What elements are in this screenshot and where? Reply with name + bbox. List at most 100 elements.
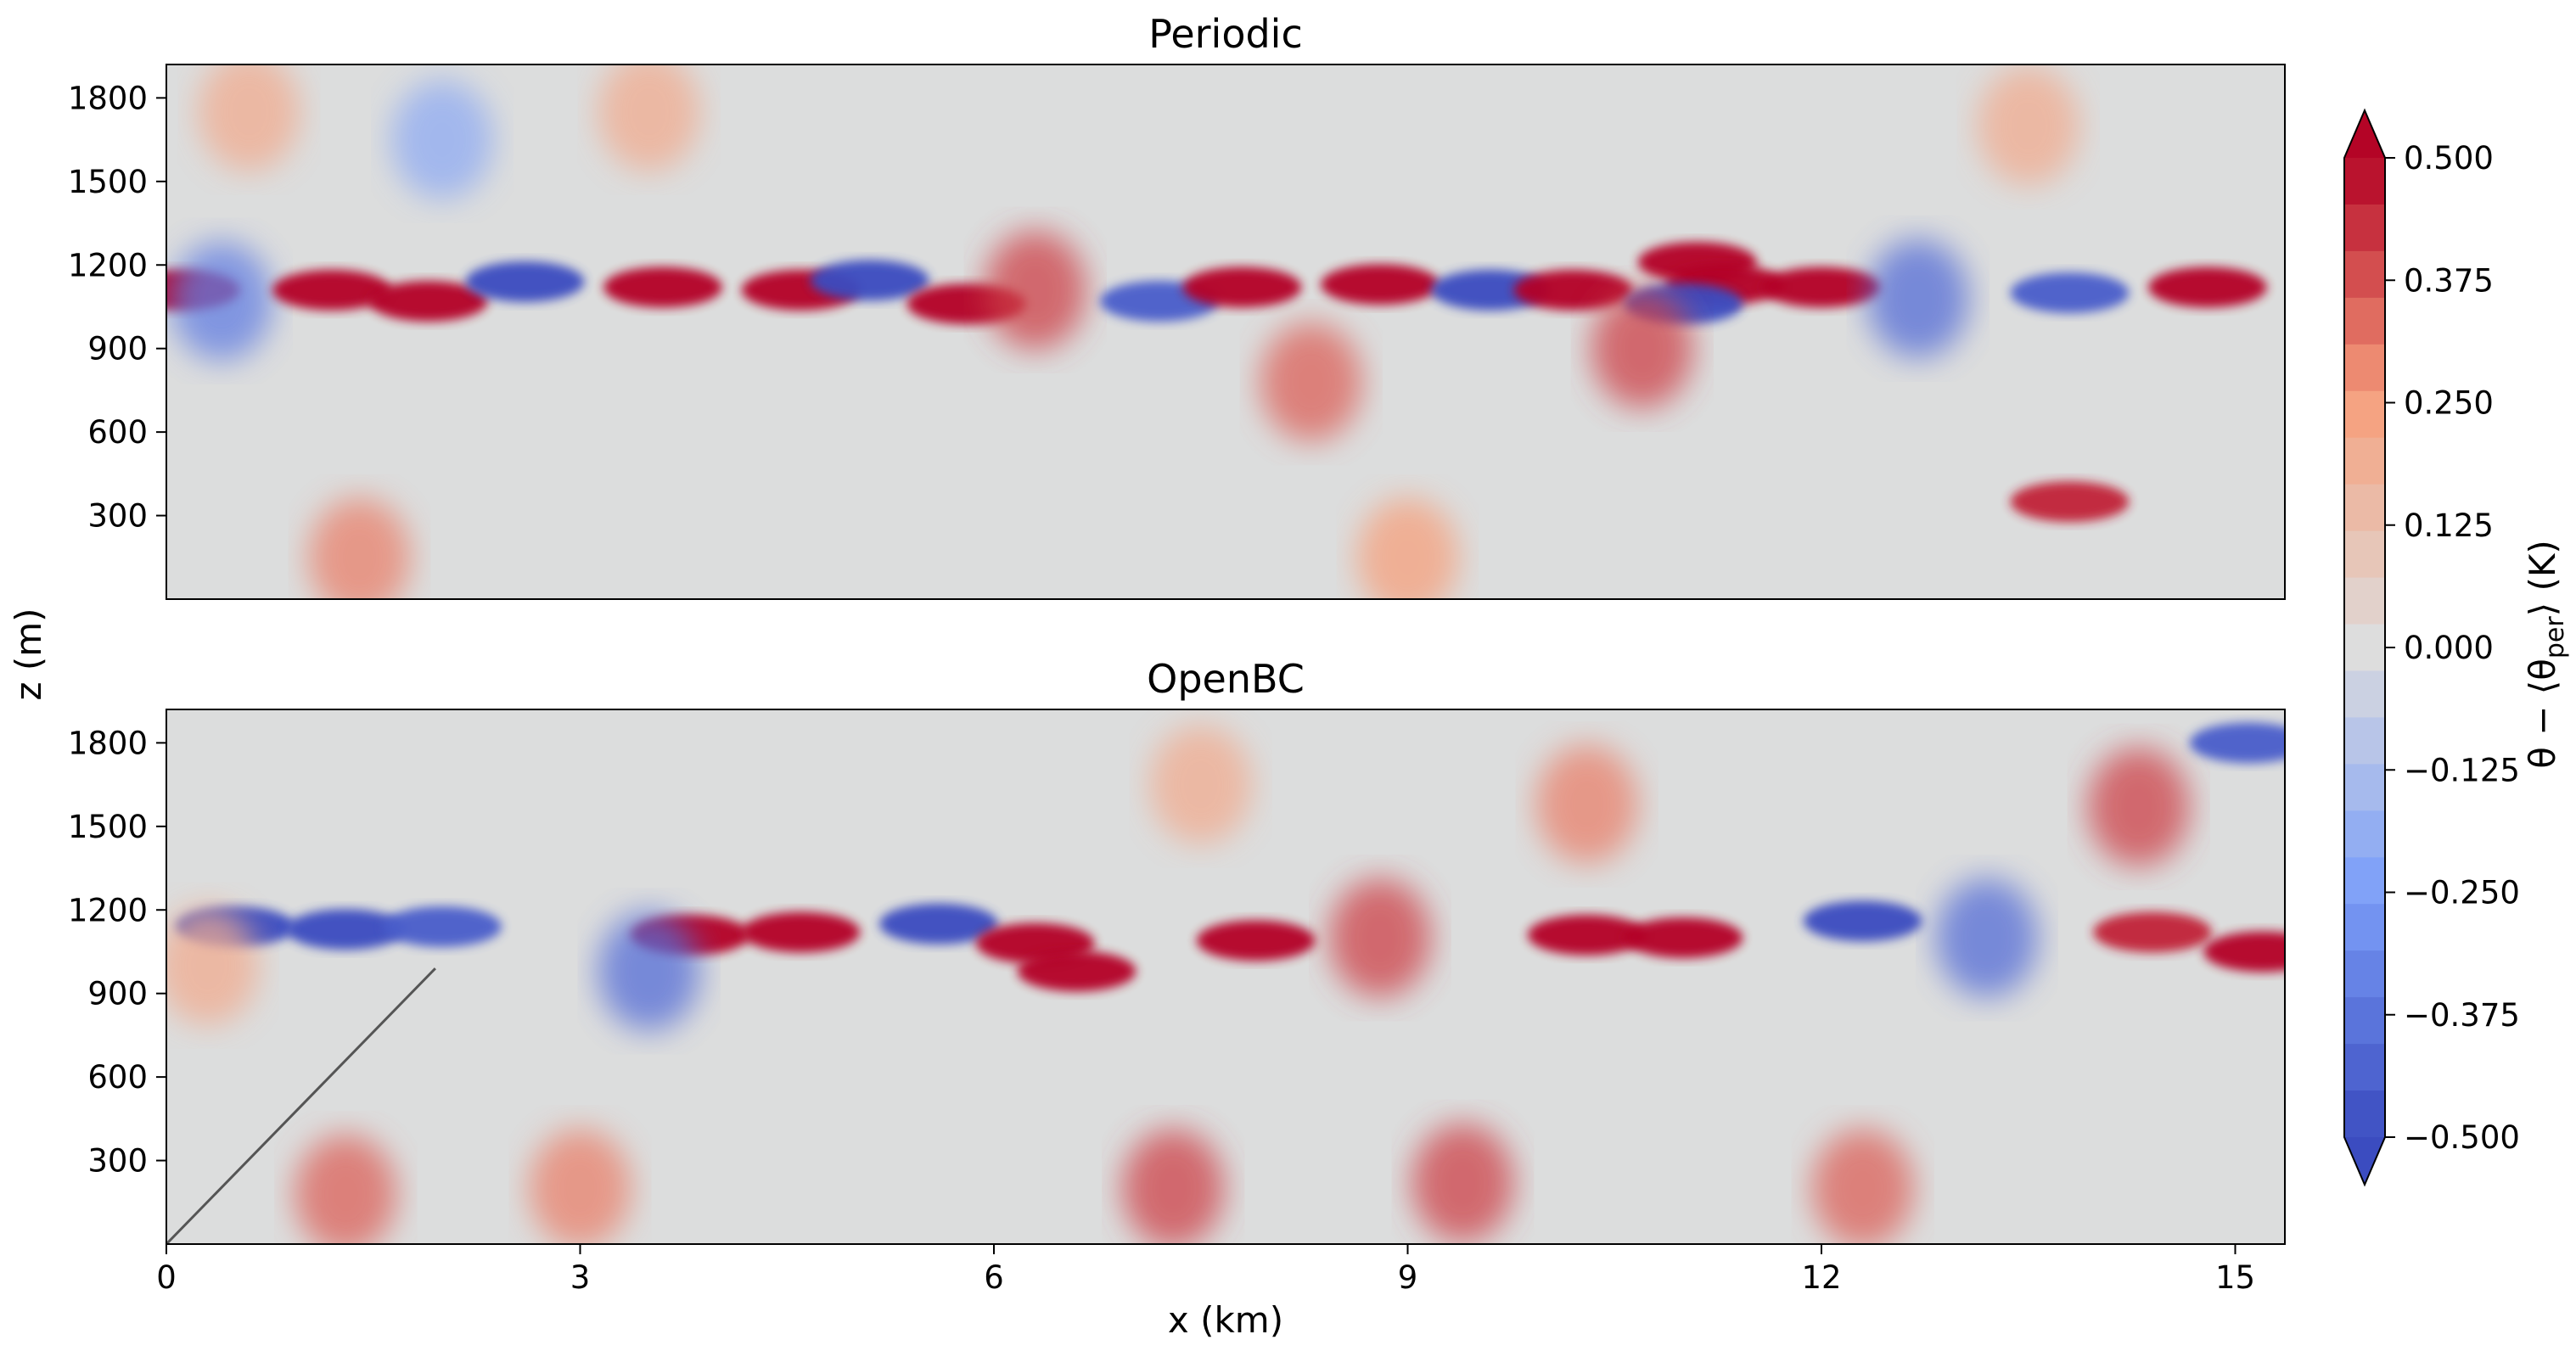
y-axis-label: z (m) bbox=[8, 608, 49, 700]
heatmap-anomaly bbox=[2148, 266, 2267, 308]
colorbar-segment bbox=[2344, 437, 2385, 485]
heatmap-anomaly bbox=[1762, 266, 1881, 308]
y-tick-label: 1200 bbox=[68, 892, 148, 928]
colorbar: 0.500 0.375 0.250 0.125 0.000 −0.125 −0.250 −0.… bbox=[2343, 108, 2570, 1187]
colorbar-label: θ − ⟨θper⟩ (K) bbox=[2522, 540, 2570, 769]
heatmap-anomaly bbox=[1196, 920, 1316, 961]
heatmap-anomaly bbox=[1122, 1129, 1225, 1244]
y-tick-label: 1200 bbox=[68, 247, 148, 283]
heatmap-field-periodic bbox=[166, 64, 2267, 599]
heatmap-anomaly bbox=[1527, 914, 1647, 956]
x-tick-label: 12 bbox=[1801, 1259, 1841, 1296]
colorbar-segment bbox=[2344, 1090, 2385, 1138]
heatmap-anomaly bbox=[1329, 878, 1431, 998]
heatmap-anomaly bbox=[295, 1134, 397, 1244]
y-tick-label: 600 bbox=[87, 414, 148, 451]
heatmap-anomaly bbox=[598, 911, 700, 1031]
colorbar-segment bbox=[2344, 624, 2385, 672]
x-tick-label: 9 bbox=[1398, 1259, 1418, 1296]
colorbar-tick-label: −0.375 bbox=[2404, 997, 2520, 1034]
y-tick-label: 1800 bbox=[68, 725, 148, 761]
panel-openbc: OpenBC 300 600 900 1200 1500 1800 0 3 6 9 12 15 bbox=[68, 656, 2286, 1296]
heatmap-anomaly bbox=[741, 911, 861, 953]
colorbar-segment bbox=[2344, 670, 2385, 719]
panel-title-openbc: OpenBC bbox=[1147, 656, 1305, 702]
heatmap-anomaly bbox=[1260, 322, 1362, 442]
colorbar-segment bbox=[2344, 344, 2385, 392]
overlay-line bbox=[166, 967, 436, 1244]
heatmap-anomaly bbox=[1535, 744, 1638, 864]
y-ticks-periodic: 300 600 900 1200 1500 1800 bbox=[68, 80, 166, 535]
heatmap-anomaly bbox=[368, 280, 488, 322]
colorbar-segment bbox=[2344, 530, 2385, 579]
heatmap-anomaly bbox=[1811, 1129, 1914, 1244]
x-tick-label: 6 bbox=[984, 1259, 1004, 1296]
colorbar-segment bbox=[2344, 204, 2385, 252]
heatmap-anomaly bbox=[1149, 725, 1252, 844]
heatmap-anomaly bbox=[1936, 878, 2038, 998]
colorbar-segment bbox=[2344, 950, 2385, 998]
colorbar-tick-label: 0.250 bbox=[2404, 385, 2494, 422]
colorbar-tick-label: −0.125 bbox=[2404, 752, 2520, 788]
axes-frame-periodic bbox=[166, 64, 2286, 600]
y-tick-label: 1800 bbox=[68, 80, 148, 116]
heatmap-anomaly bbox=[1866, 238, 1969, 358]
heatmap-anomaly bbox=[383, 905, 502, 947]
x-ticks-openbc: 0 3 6 9 12 15 bbox=[156, 1244, 2255, 1296]
heatmap-anomaly bbox=[1977, 66, 2079, 186]
panel-title-periodic: Periodic bbox=[1148, 11, 1303, 57]
colorbar-segment bbox=[2344, 1044, 2385, 1091]
heatmap-anomaly bbox=[1591, 289, 1693, 408]
y-tick-label: 900 bbox=[87, 976, 148, 1012]
heatmap-field-openbc bbox=[166, 722, 2285, 1244]
y-tick-label: 300 bbox=[87, 1143, 148, 1180]
colorbar-extend-max bbox=[2344, 110, 2385, 158]
heatmap-anomaly bbox=[603, 266, 722, 308]
colorbar-segment bbox=[2344, 390, 2385, 439]
x-tick-label: 15 bbox=[2215, 1259, 2255, 1296]
colorbar-segment bbox=[2344, 764, 2385, 811]
heatmap-anomaly bbox=[984, 230, 1086, 350]
colorbar-segment bbox=[2344, 484, 2385, 532]
colorbar-segment bbox=[2344, 250, 2385, 299]
colorbar-segment bbox=[2344, 297, 2385, 345]
heatmap-anomaly bbox=[1431, 269, 1550, 311]
colorbar-extend-min bbox=[2344, 1137, 2385, 1185]
heatmap-anomaly bbox=[465, 261, 585, 302]
y-tick-label: 1500 bbox=[68, 164, 148, 200]
heatmap-anomaly bbox=[1803, 900, 1922, 942]
heatmap-anomaly bbox=[391, 80, 493, 199]
colorbar-tick-label: 0.500 bbox=[2404, 140, 2494, 177]
heatmap-anomaly bbox=[286, 909, 406, 950]
panel-periodic: Periodic 300 600 900 1200 1500 1800 bbox=[68, 11, 2286, 600]
heatmap-anomaly bbox=[308, 497, 411, 599]
axes-frame-openbc bbox=[166, 709, 2286, 1245]
colorbar-ticks: 0.500 0.375 0.250 0.125 0.000 −0.125 −0.250 −0.… bbox=[2385, 140, 2520, 1156]
colorbar-tick-label: −0.250 bbox=[2404, 875, 2520, 911]
heatmap-anomaly bbox=[1411, 1123, 1514, 1242]
heatmap-anomaly bbox=[1513, 269, 1633, 311]
heatmap-anomaly bbox=[810, 260, 929, 301]
colorbar-segment bbox=[2344, 810, 2385, 858]
y-tick-label: 900 bbox=[87, 331, 148, 367]
colorbar-tick-label: 0.375 bbox=[2404, 262, 2494, 299]
colorbar-segments bbox=[2343, 108, 2386, 1187]
heatmap-anomaly bbox=[529, 1129, 631, 1244]
colorbar-segment bbox=[2344, 158, 2385, 205]
heatmap-anomaly bbox=[2010, 272, 2130, 314]
x-axis-label: x (km) bbox=[1168, 1299, 1283, 1341]
heatmap-anomaly bbox=[272, 269, 391, 311]
x-tick-label: 0 bbox=[156, 1259, 177, 1296]
y-tick-label: 1500 bbox=[68, 809, 148, 845]
heatmap-anomaly bbox=[2189, 722, 2285, 764]
colorbar-segment bbox=[2344, 904, 2385, 951]
heatmap-anomaly bbox=[2010, 481, 2130, 523]
heatmap-anomaly bbox=[598, 64, 700, 171]
heatmap-anomaly bbox=[166, 905, 259, 1025]
heatmap-anomaly bbox=[1182, 266, 1302, 308]
colorbar-tick-label: 0.125 bbox=[2404, 507, 2494, 544]
heatmap-anomaly bbox=[171, 241, 272, 361]
colorbar-tick-label: −0.500 bbox=[2404, 1119, 2520, 1156]
y-tick-label: 300 bbox=[87, 498, 148, 535]
